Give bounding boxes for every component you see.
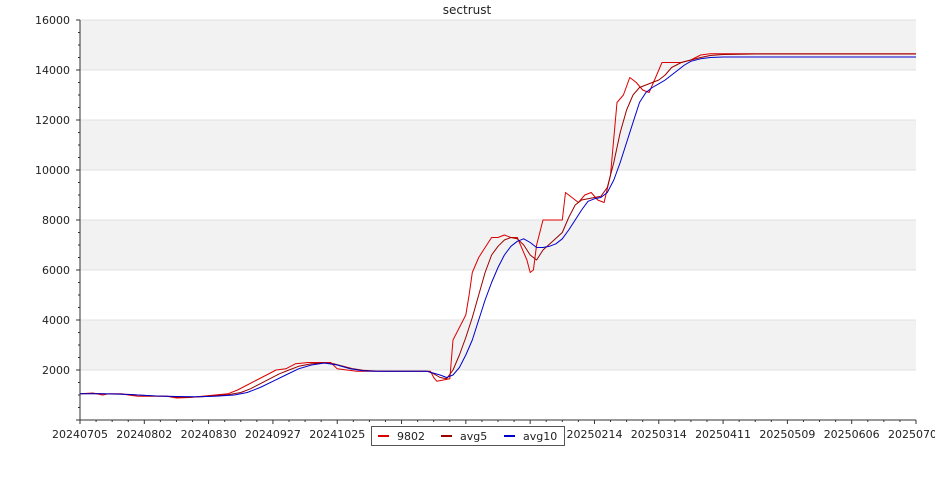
gridlines [80,19,916,371]
band-14000 [80,20,916,70]
legend-label-9802: 9802 [397,430,425,443]
x-tick-label-20240705: 20240705 [52,428,108,441]
x-tick-label-20250214: 20250214 [566,428,622,441]
y-tick-label-8000: 8000 [42,214,70,227]
legend-item-avg5: avg5 [441,430,487,444]
y-axis: 2000 4000 6000 8000 10000 12000 14000 16000 [35,14,80,421]
x-tick-label-20250606: 20250606 [824,428,880,441]
x-tick-label-20240927: 20240927 [245,428,301,441]
x-axis: 20240705 20240802 20240830 20240927 20241025… [52,420,935,441]
x-tick-label-20240802: 20240802 [116,428,172,441]
y-tick-label-2000: 2000 [42,364,70,377]
y-tick-label-12000: 12000 [35,114,70,127]
x-tick-label-20250509: 20250509 [759,428,815,441]
band-2000 [80,320,916,370]
legend-item-avg10: avg10 [504,430,557,444]
band-6000 [80,220,916,270]
y-tick-label-16000: 16000 [35,14,70,27]
series-line-9802 [79,53,916,399]
x-tick-label-20250704: 20250704 [888,428,935,441]
x-tick-label-20250314: 20250314 [631,428,687,441]
series-line-avg10 [80,56,916,398]
chart-title: sectrust [443,3,492,17]
x-tick-label-20241025: 20241025 [309,428,365,441]
legend-swatch-avg10 [504,435,515,437]
x-tick-label-20250411: 20250411 [695,428,751,441]
x-tick-label-20240830: 20240830 [181,428,237,441]
y-tick-label-6000: 6000 [42,264,70,277]
background-bands [80,20,916,370]
band-10000 [80,120,916,170]
y-tick-label-14000: 14000 [35,64,70,77]
series-line-avg5 [79,53,916,398]
legend-label-avg5: avg5 [460,430,488,443]
y-tick-label-4000: 4000 [42,314,70,327]
legend-swatch-9802 [378,435,389,437]
series-layer [79,53,916,399]
legend: 9802 avg5 avg10 [371,426,565,446]
legend-item-9802: 9802 [378,430,425,444]
legend-swatch-avg5 [441,435,452,437]
legend-label-avg10: avg10 [523,430,558,443]
y-tick-label-10000: 10000 [35,164,70,177]
